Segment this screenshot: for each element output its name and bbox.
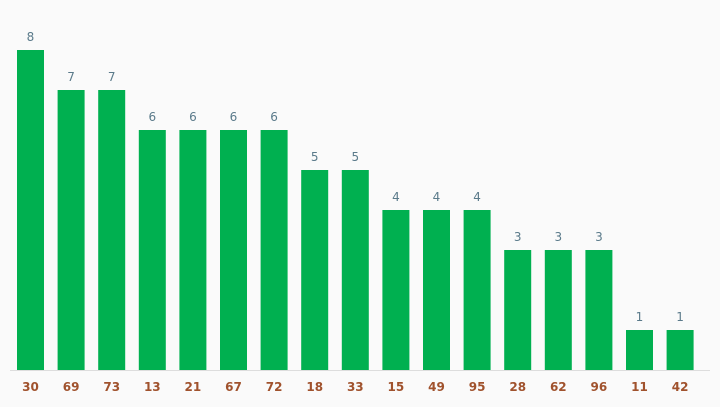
bar-13 xyxy=(138,130,166,370)
category-label-96: 96 xyxy=(591,380,608,394)
bar-28 xyxy=(504,250,532,370)
category-label-11: 11 xyxy=(631,380,648,394)
bar-18 xyxy=(301,170,329,370)
category-labels-layer: 30 69 73 13 21 67 72 18 33 15 49 95 28 62 96 11 42 xyxy=(22,380,688,394)
bar-11 xyxy=(626,330,653,370)
bar-30 xyxy=(17,50,44,370)
bar-62 xyxy=(544,250,572,370)
value-label-28: 3 xyxy=(514,230,522,244)
bar-95 xyxy=(463,210,491,370)
value-label-33: 5 xyxy=(351,150,359,164)
bar-33 xyxy=(341,170,369,370)
category-label-72: 72 xyxy=(266,380,283,394)
category-label-73: 73 xyxy=(103,380,120,394)
category-label-33: 33 xyxy=(347,380,364,394)
category-label-13: 13 xyxy=(144,380,161,394)
bars-layer xyxy=(17,50,694,370)
category-label-18: 18 xyxy=(306,380,323,394)
bar-42 xyxy=(666,330,694,370)
bar-15 xyxy=(382,210,410,370)
value-label-21: 6 xyxy=(189,110,197,124)
value-label-11: 1 xyxy=(636,310,644,324)
category-label-62: 62 xyxy=(550,380,567,394)
value-label-30: 8 xyxy=(27,30,35,44)
value-label-62: 3 xyxy=(554,230,562,244)
value-label-13: 6 xyxy=(148,110,156,124)
bar-49 xyxy=(423,210,450,370)
value-label-73: 7 xyxy=(108,70,116,84)
bar-72 xyxy=(260,130,288,370)
category-label-28: 28 xyxy=(509,380,526,394)
value-label-72: 6 xyxy=(270,110,278,124)
value-label-42: 1 xyxy=(676,310,684,324)
value-label-95: 4 xyxy=(473,190,481,204)
value-label-49: 4 xyxy=(433,190,441,204)
bar-67 xyxy=(220,130,247,370)
value-label-69: 7 xyxy=(67,70,75,84)
bar-69 xyxy=(57,90,85,370)
category-label-30: 30 xyxy=(22,380,39,394)
category-label-69: 69 xyxy=(63,380,80,394)
value-label-15: 4 xyxy=(392,190,400,204)
category-label-15: 15 xyxy=(388,380,405,394)
category-label-49: 49 xyxy=(428,380,445,394)
bar-96 xyxy=(585,250,613,370)
bar-73 xyxy=(98,90,126,370)
value-label-18: 5 xyxy=(311,150,319,164)
bar-21 xyxy=(179,130,207,370)
value-label-96: 3 xyxy=(595,230,603,244)
category-label-67: 67 xyxy=(225,380,242,394)
category-label-95: 95 xyxy=(469,380,486,394)
value-label-67: 6 xyxy=(230,110,238,124)
value-labels-layer: 8 7 7 6 6 6 6 5 5 4 4 4 3 3 3 1 1 xyxy=(27,30,684,324)
category-label-21: 21 xyxy=(185,380,202,394)
category-label-42: 42 xyxy=(672,380,689,394)
